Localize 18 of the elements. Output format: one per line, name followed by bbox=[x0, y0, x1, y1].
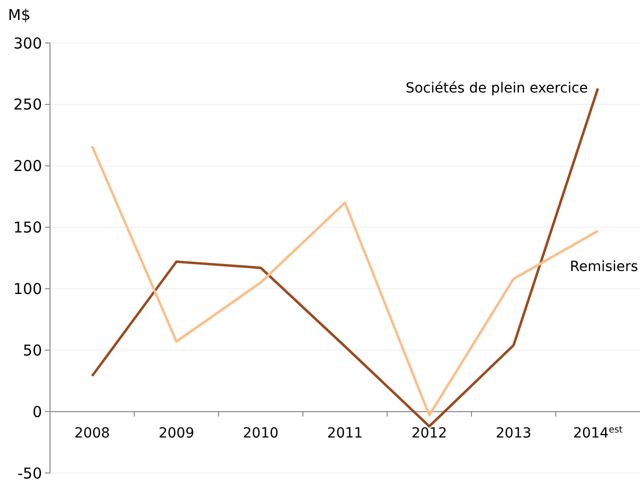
y-tick-label: 50 bbox=[22, 341, 42, 360]
x-tick-label: 2008 bbox=[74, 426, 110, 442]
y-axis-title: M$ bbox=[8, 6, 30, 24]
x-tick-label: 2011 bbox=[327, 426, 363, 442]
y-tick-label: 200 bbox=[13, 157, 42, 176]
y-tick-label: 0 bbox=[32, 402, 42, 421]
y-tick-label: 100 bbox=[13, 280, 42, 298]
x-tick-label: 2014$^{est}$ bbox=[573, 426, 624, 442]
x-tick-label: 2009 bbox=[158, 426, 194, 442]
y-tick-label: 150 bbox=[13, 218, 42, 237]
x-tick-label: 2012 bbox=[411, 426, 448, 442]
x-tick-label: 2010 bbox=[242, 426, 279, 442]
series-label: Sociétés de plein exercice bbox=[406, 80, 588, 96]
y-tick-label: -50 bbox=[18, 464, 42, 482]
y-tick-label: 250 bbox=[13, 96, 42, 114]
y-tick-label: 300 bbox=[13, 34, 42, 52]
series-label: Remisiers bbox=[570, 258, 638, 275]
x-tick-label: 2013 bbox=[496, 426, 532, 442]
